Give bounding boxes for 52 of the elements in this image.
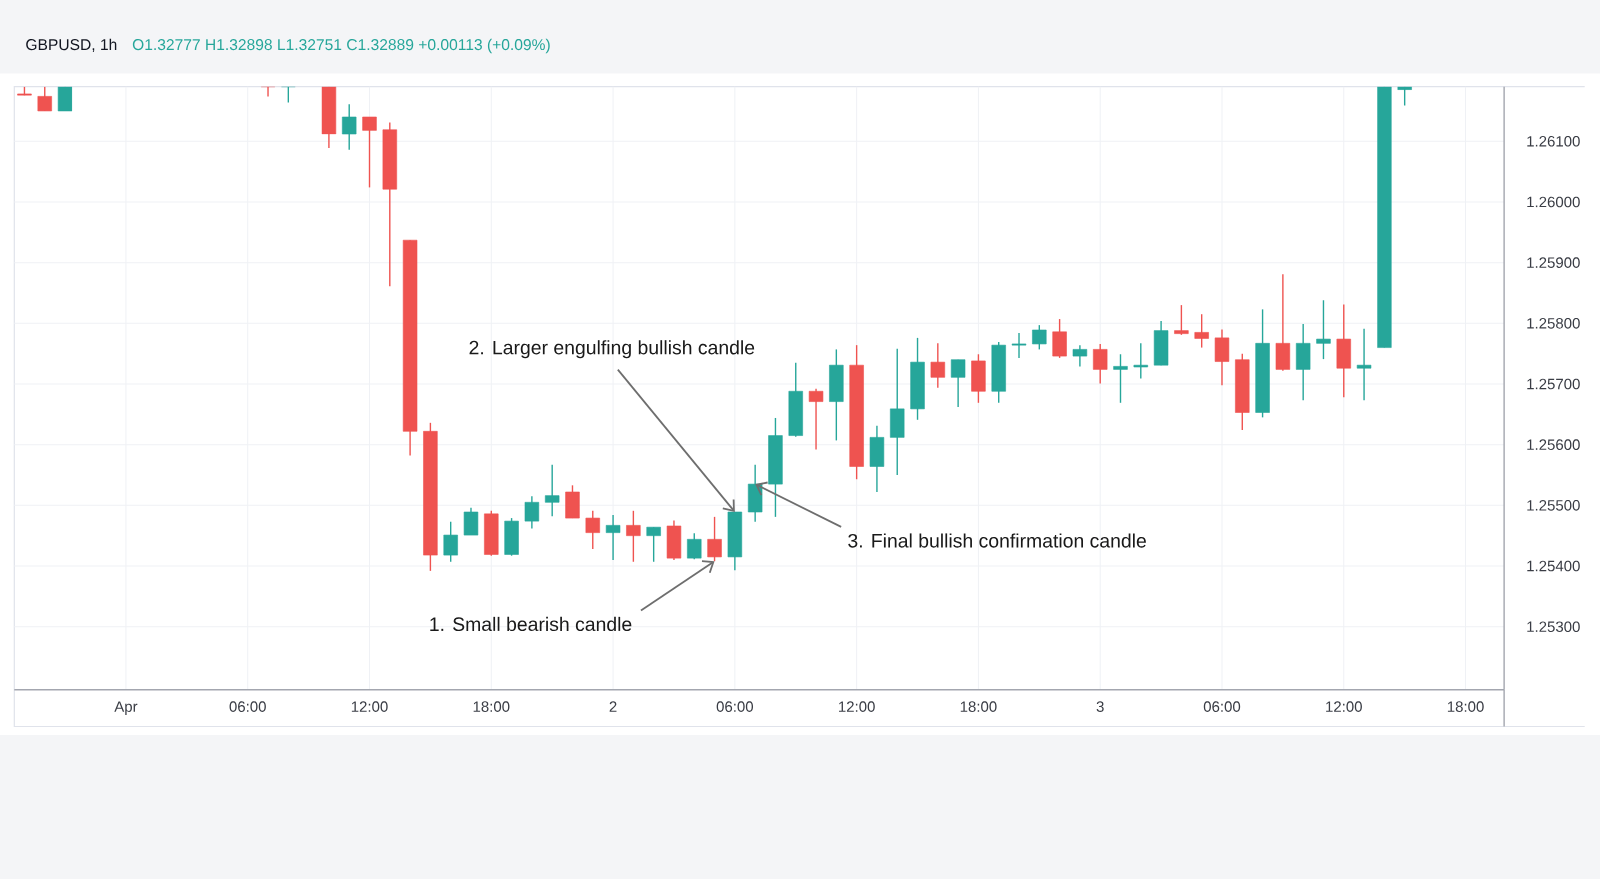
x-tick-label: 18:00 bbox=[473, 701, 510, 712]
x-tick-label: 18:00 bbox=[1447, 701, 1484, 712]
candlestick bbox=[524, 495, 540, 530]
candlestick bbox=[605, 514, 621, 561]
candlestick bbox=[1214, 328, 1230, 386]
candlestick bbox=[463, 507, 479, 536]
candlestick bbox=[1093, 343, 1108, 385]
candlestick bbox=[1011, 332, 1027, 359]
x-tick-label: 06:00 bbox=[716, 701, 754, 712]
candlestick bbox=[707, 516, 722, 562]
x-tick-label: 06:00 bbox=[1203, 701, 1241, 712]
candlestick bbox=[585, 510, 600, 550]
candlestick bbox=[1356, 328, 1372, 402]
x-tick-label: 12:00 bbox=[839, 701, 875, 712]
chart-title: GBPUSD, 1h bbox=[26, 38, 117, 52]
y-tick-label: 1.25800 bbox=[1527, 318, 1580, 329]
candlestick bbox=[362, 116, 377, 189]
chart-subtitle: O1.32777 H1.32898 L1.32751 C1.32889 +0.00113 (+0.09%) bbox=[132, 38, 550, 54]
y-tick-label: 1.25500 bbox=[1527, 500, 1580, 511]
x-tick-label: 12:00 bbox=[1326, 701, 1362, 712]
candlestick bbox=[1113, 353, 1128, 404]
candlestick bbox=[443, 521, 458, 563]
y-tick-label: 1.26000 bbox=[1527, 196, 1580, 208]
candlestick bbox=[342, 103, 357, 151]
x-tick-label: 18:00 bbox=[960, 701, 997, 712]
candlestick bbox=[544, 463, 560, 517]
x-tick-label: 06:00 bbox=[229, 701, 266, 712]
candlestick bbox=[1133, 342, 1148, 380]
candlestick bbox=[687, 532, 702, 561]
candlestick bbox=[1032, 324, 1047, 351]
annotation: 2. Larger engulfing bullish candle bbox=[469, 340, 755, 359]
y-tick-label: 1.25900 bbox=[1527, 257, 1580, 268]
annotation: 3. Final bullish confirmation candle bbox=[848, 533, 1146, 548]
y-tick-label: 1.26100 bbox=[1527, 135, 1580, 147]
annotation: 1. Small bearish candle bbox=[430, 616, 632, 632]
candlestick bbox=[1316, 299, 1331, 360]
candlestick bbox=[950, 359, 966, 408]
x-tick-label: 2 bbox=[609, 701, 617, 712]
y-tick-label: 1.25400 bbox=[1527, 560, 1580, 572]
x-tick-label: 12:00 bbox=[351, 701, 388, 712]
candlestick bbox=[646, 526, 661, 563]
y-tick-label: 1.25600 bbox=[1527, 439, 1580, 450]
x-tick-label: Apr bbox=[114, 701, 138, 715]
candlestick bbox=[1072, 344, 1088, 368]
x-tick-label: 3 bbox=[1096, 701, 1104, 712]
candlestick bbox=[930, 342, 946, 389]
y-tick-label: 1.25300 bbox=[1527, 621, 1580, 633]
candlestick bbox=[626, 510, 641, 563]
candlestick bbox=[1174, 304, 1189, 336]
candlestick bbox=[1194, 313, 1209, 349]
y-tick-label: 1.25700 bbox=[1527, 378, 1580, 390]
candlestick bbox=[808, 388, 824, 451]
